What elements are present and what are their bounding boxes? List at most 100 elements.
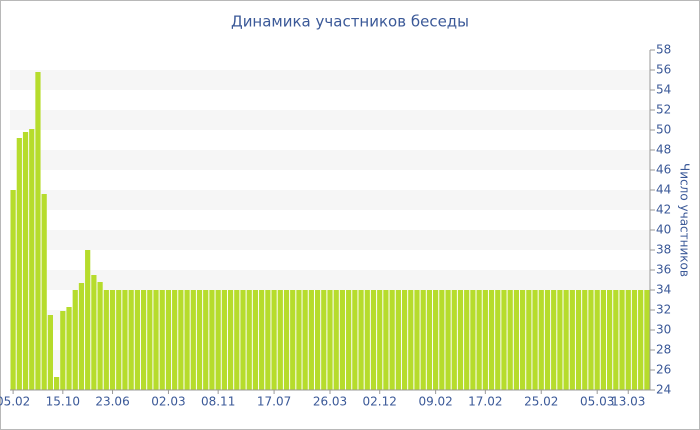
- y-tick-label: 56: [656, 63, 671, 77]
- bar: [271, 290, 277, 390]
- bar: [377, 290, 383, 390]
- bar: [321, 290, 327, 390]
- bar: [507, 290, 513, 390]
- y-tick-label: 30: [656, 323, 671, 337]
- bar: [35, 72, 41, 390]
- bar: [234, 290, 240, 390]
- bar: [451, 290, 457, 390]
- bar: [122, 290, 128, 390]
- bar: [22, 132, 29, 390]
- bar: [551, 290, 557, 390]
- bar: [488, 290, 495, 390]
- bar: [569, 290, 575, 390]
- bar: [246, 290, 252, 390]
- y-tick-label: 48: [656, 143, 671, 157]
- bar: [346, 290, 352, 390]
- bar: [116, 290, 122, 390]
- bar: [215, 290, 221, 390]
- y-tick-label: 42: [656, 203, 671, 217]
- grid-band: [10, 190, 650, 210]
- bar: [283, 290, 290, 390]
- bar: [184, 290, 190, 390]
- bar: [29, 129, 35, 390]
- bar: [482, 290, 488, 390]
- x-tick-label: 09.02: [418, 395, 452, 409]
- bar: [190, 290, 196, 390]
- x-tick-label: 25.02: [524, 395, 558, 409]
- bar: [209, 290, 215, 390]
- bar: [544, 290, 551, 390]
- bar: [66, 307, 72, 390]
- bar: [401, 290, 408, 390]
- bar: [464, 290, 470, 390]
- bar: [203, 290, 209, 390]
- grid-band: [10, 110, 650, 130]
- bar: [240, 290, 246, 390]
- bar: [426, 290, 433, 390]
- grid-band: [10, 70, 650, 90]
- y-tick-label: 38: [656, 243, 671, 257]
- grid-band: [10, 230, 650, 250]
- bar: [333, 290, 339, 390]
- y-tick-label: 24: [656, 383, 671, 397]
- bar: [408, 290, 414, 390]
- x-tick-label: 02.03: [151, 395, 185, 409]
- bar: [159, 290, 165, 390]
- bar: [327, 290, 333, 390]
- bar: [631, 290, 638, 390]
- bar: [53, 377, 60, 390]
- bar: [221, 290, 227, 390]
- bar: [383, 290, 389, 390]
- x-tick-label: 23.06: [95, 395, 129, 409]
- bar: [563, 290, 569, 390]
- bar: [308, 290, 314, 390]
- bar: [147, 290, 153, 390]
- bar: [414, 290, 420, 390]
- bar: [600, 290, 607, 390]
- bar: [433, 290, 439, 390]
- bar: [538, 290, 544, 390]
- bar: [594, 290, 600, 390]
- x-tick-label: 15.10: [46, 395, 80, 409]
- bar: [358, 290, 364, 390]
- bar: [128, 290, 134, 390]
- bar: [339, 290, 346, 390]
- bar: [41, 194, 47, 390]
- y-tick-label: 50: [656, 123, 671, 137]
- y-tick-label: 34: [656, 283, 671, 297]
- x-tick-label: 17.07: [257, 395, 291, 409]
- bar: [227, 290, 234, 390]
- bar: [395, 290, 401, 390]
- bar: [172, 290, 178, 390]
- bar: [277, 290, 283, 390]
- bar: [613, 290, 619, 390]
- bar: [470, 290, 476, 390]
- x-tick-label: 02.12: [363, 395, 397, 409]
- bar: [439, 290, 445, 390]
- bar: [389, 290, 395, 390]
- x-tick-label: 05.02: [0, 395, 30, 409]
- bar: [60, 311, 66, 390]
- y-tick-label: 52: [656, 103, 671, 117]
- grid-band: [10, 150, 650, 170]
- bar: [625, 290, 631, 390]
- y-tick-label: 58: [656, 43, 671, 57]
- bar: [513, 290, 520, 390]
- bar: [10, 190, 16, 390]
- bar: [638, 290, 644, 390]
- bar: [370, 290, 377, 390]
- x-tick-label: 05.03: [580, 395, 614, 409]
- bar: [457, 290, 464, 390]
- bar: [588, 290, 594, 390]
- bar: [140, 290, 147, 390]
- bar: [495, 290, 501, 390]
- bar: [352, 290, 358, 390]
- bar: [607, 290, 613, 390]
- chart-title: Динамика участников беседы: [231, 13, 469, 31]
- bar: [445, 290, 451, 390]
- bar: [109, 290, 116, 390]
- bar: [619, 290, 625, 390]
- bar: [290, 290, 296, 390]
- bar: [103, 290, 109, 390]
- bar: [364, 290, 370, 390]
